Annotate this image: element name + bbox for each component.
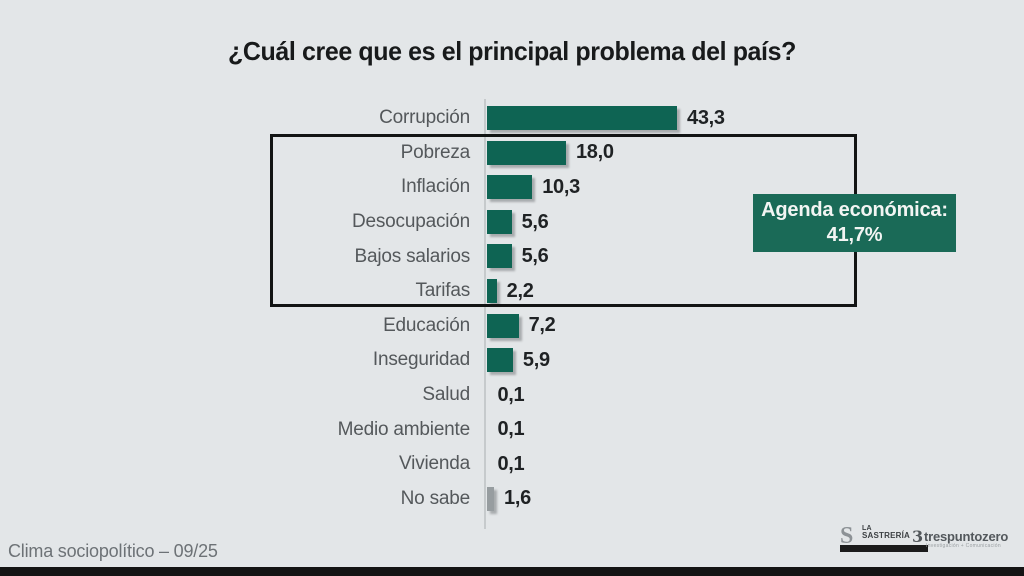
value-label: 10,3 (542, 175, 580, 198)
trespuntozero-logo: 3 trespuntozero Investigación + Comunica… (912, 527, 1022, 551)
category-label: Pobreza (400, 141, 471, 163)
value-label: 1,6 (504, 487, 531, 510)
chart-title: ¿Cuál cree que es el principal problema … (228, 36, 796, 66)
y-axis-line (484, 99, 486, 529)
bar-row: Bajos salarios 5,6 (0, 239, 1024, 274)
value-label: 5,6 (521, 210, 549, 233)
bar-row: No sabe 1,6 (0, 482, 1024, 517)
sastreria-s-icon: S (840, 523, 854, 549)
footer-note: Clima sociopolítico – 09/25 (8, 541, 218, 561)
bar (487, 140, 566, 165)
category-label: Tarifas (415, 280, 470, 302)
bar-row: Tarifas 2,2 (0, 274, 1024, 309)
bar (487, 106, 677, 130)
agenda-annotation-value: 41,7% (826, 224, 883, 246)
value-label: 0,1 (497, 418, 525, 441)
value-label: 43,3 (687, 106, 725, 129)
value-label: 5,9 (522, 348, 550, 371)
sastreria-wordmark: LA SASTRERÍA (862, 525, 911, 540)
trespuntozero-tagline: Investigación + Comunicación (926, 543, 1001, 549)
value-label: 18,0 (575, 141, 614, 164)
bar (487, 209, 512, 234)
category-label: No sabe (400, 487, 471, 509)
bar-chart: Corrupción 43,3 Pobreza 18,0 Inflación 10,3 De… (0, 101, 1024, 516)
trespuntozero-3-icon: 3 (912, 527, 924, 546)
bar-row: Corrupción 43,3 (0, 101, 1024, 136)
bar-row: Pobreza 18,0 (0, 136, 1024, 171)
bar-row: Desocupación 5,6 (0, 205, 1024, 240)
bar (487, 313, 519, 338)
agenda-annotation: Agenda económica: 41,7% (753, 194, 956, 252)
trespuntozero-wordmark: trespuntozero (924, 529, 1009, 544)
bar-row: Educación 7,2 (0, 309, 1024, 344)
bar-row: Salud 0,1 (0, 378, 1024, 413)
bar (487, 486, 494, 511)
sastreria-black-band (840, 545, 928, 552)
category-label: Salud (422, 384, 470, 406)
category-label: Bajos salarios (354, 245, 471, 267)
category-label: Corrupción (379, 107, 470, 129)
bar (487, 175, 533, 200)
value-label: 7,2 (528, 314, 556, 337)
bar-row: Medio ambiente 0,1 (0, 412, 1024, 447)
value-label: 0,1 (497, 383, 525, 406)
category-label: Vivienda (399, 453, 470, 475)
bar (487, 278, 497, 303)
category-label: Medio ambiente (337, 418, 471, 440)
category-label: Inseguridad (372, 349, 470, 371)
agenda-annotation-label: Agenda económica: (761, 199, 948, 221)
category-label: Inflación (401, 176, 470, 198)
value-label: 0,1 (497, 452, 525, 475)
value-label: 2,2 (506, 279, 534, 302)
bar (487, 244, 512, 269)
value-label: 5,6 (521, 245, 549, 268)
bar-row: Inflación 10,3 (0, 170, 1024, 205)
category-label: Desocupación (351, 211, 470, 233)
category-label: Educación (383, 314, 470, 336)
sastreria-logo: S LA SASTRERÍA (840, 524, 932, 554)
bottom-black-bar (0, 567, 1024, 576)
bar (487, 348, 513, 373)
bar-row: Inseguridad 5,9 (0, 343, 1024, 378)
bar-row: Vivienda 0,1 (0, 447, 1024, 482)
